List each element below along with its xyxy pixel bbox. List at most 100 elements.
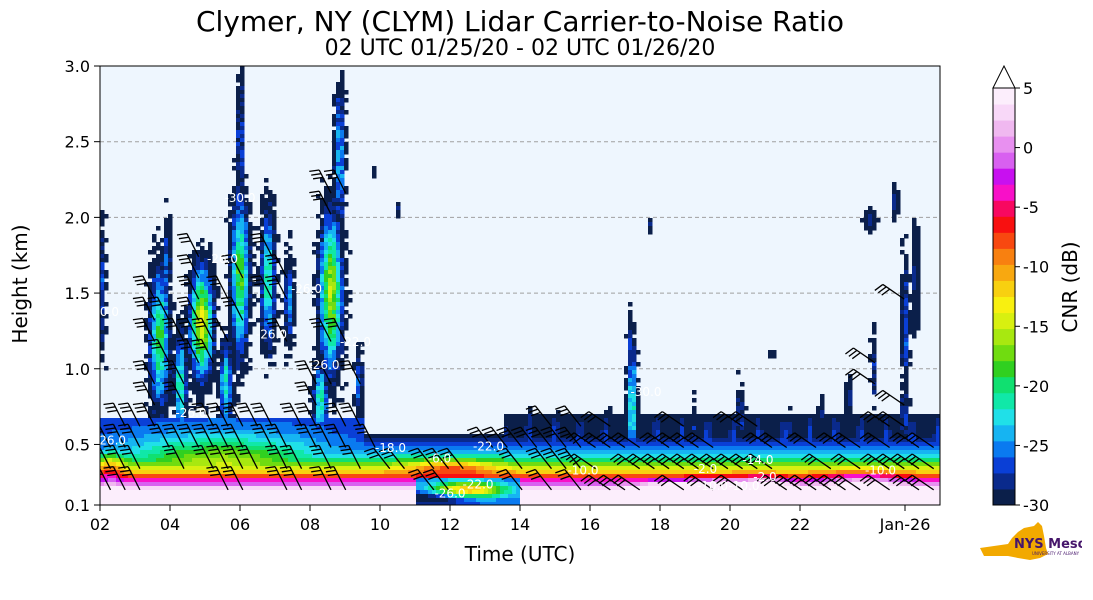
cnr-cell (140, 434, 145, 439)
cnr-cell (264, 442, 269, 447)
cnr-cell (464, 458, 469, 463)
cnr-cell (352, 458, 357, 463)
cnr-cell (488, 482, 493, 487)
cnr-cell (108, 490, 113, 495)
cnr-cell (336, 250, 341, 255)
cnr-cell (584, 490, 589, 495)
cnr-cell (576, 470, 581, 475)
cnr-cell (380, 478, 385, 483)
cnr-cell (164, 402, 169, 407)
cnr-cell (164, 418, 169, 423)
cnr-cell (484, 450, 489, 455)
cnr-cell (176, 490, 181, 495)
cnr-cell (592, 414, 597, 419)
cnr-cell (372, 490, 377, 495)
cnr-cell (292, 258, 297, 263)
cnr-cell (212, 326, 217, 331)
cnr-cell (636, 490, 641, 495)
cnr-cell (176, 366, 181, 371)
cnr-cell (164, 362, 169, 367)
cnr-cell (356, 398, 361, 403)
cnr-cell (224, 430, 229, 435)
cnr-cell (272, 326, 277, 331)
cnr-cell (232, 262, 237, 267)
cnr-cell (340, 190, 345, 195)
cnr-cell (632, 430, 637, 435)
cnr-cell (360, 342, 365, 347)
cnr-cell (512, 458, 517, 463)
cnr-cell (116, 446, 121, 451)
cnr-cell (336, 494, 341, 499)
cnr-cell (156, 466, 161, 471)
cnr-cell (368, 442, 373, 447)
cnr-cell (236, 354, 241, 359)
cnr-cell (632, 386, 637, 391)
cnr-cell (504, 430, 509, 435)
cnr-cell (340, 334, 345, 339)
cnr-cell (100, 326, 105, 331)
cnr-cell (612, 486, 617, 491)
cnr-cell (584, 418, 589, 423)
cnr-cell (188, 466, 193, 471)
cnr-cell (168, 486, 173, 491)
cnr-cell (160, 322, 165, 327)
cnr-cell (112, 454, 117, 459)
cnr-cell (312, 402, 317, 407)
cnr-cell (368, 502, 373, 505)
cnr-cell (272, 250, 277, 255)
cnr-cell (568, 502, 573, 505)
cnr-cell (636, 402, 641, 407)
cnr-cell (320, 270, 325, 275)
cnr-cell (596, 466, 601, 471)
cnr-cell (388, 470, 393, 475)
cnr-cell (156, 314, 161, 319)
cnr-cell (208, 250, 213, 255)
cnr-cell (224, 494, 229, 499)
cnr-cell (592, 430, 597, 435)
cnr-cell (552, 438, 557, 443)
cnr-cell (340, 274, 345, 279)
cnr-cell (160, 270, 165, 275)
cnr-cell (284, 266, 289, 271)
cnr-cell (360, 406, 365, 411)
cnr-cell (144, 334, 149, 339)
cnr-cell (300, 438, 305, 443)
cnr-cell (200, 450, 205, 455)
cnr-cell (168, 494, 173, 499)
cnr-cell (160, 466, 165, 471)
cnr-cell (180, 394, 185, 399)
cnr-cell (476, 470, 481, 475)
cnr-cell (304, 442, 309, 447)
cnr-cell (204, 358, 209, 363)
cnr-cell (528, 470, 533, 475)
cnr-cell (388, 462, 393, 467)
cnr-cell (332, 190, 337, 195)
cnr-cell (332, 286, 337, 291)
cnr-cell (336, 290, 341, 295)
cnr-cell (600, 430, 605, 435)
cnr-cell (164, 406, 169, 411)
cnr-cell (340, 226, 345, 231)
cnr-cell (328, 222, 333, 227)
cnr-cell (132, 450, 137, 455)
cnr-cell (644, 470, 649, 475)
cnr-cell (336, 358, 341, 363)
cnr-cell (540, 494, 545, 499)
cnr-cell (632, 390, 637, 395)
cnr-cell (168, 470, 173, 475)
cnr-cell (444, 466, 449, 471)
cnr-cell (400, 478, 405, 483)
cnr-cell (616, 426, 621, 431)
cnr-cell (472, 474, 477, 479)
cnr-cell (512, 438, 517, 443)
cnr-cell (564, 482, 569, 487)
cnr-cell (648, 478, 653, 483)
cnr-cell (324, 198, 329, 203)
cnr-cell (104, 482, 109, 487)
cnr-cell (112, 470, 117, 475)
cnr-cell (484, 482, 489, 487)
cnr-cell (652, 462, 657, 467)
cnr-cell (608, 438, 613, 443)
cnr-cell (204, 466, 209, 471)
cnr-cell (324, 302, 329, 307)
